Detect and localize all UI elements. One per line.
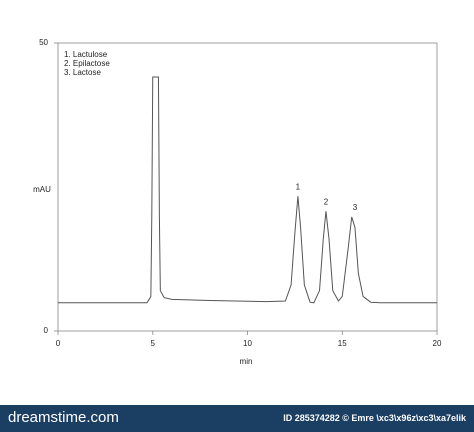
chromatogram-line [58, 76, 437, 304]
peak-label: 3 [353, 203, 358, 212]
x-axis-label: min [240, 357, 253, 366]
footer: dreamstime.com ID 285374282 © Emre \xc3\… [0, 405, 474, 432]
logo[interactable]: dreamstime.com [8, 409, 119, 426]
y-tick-label: 50 [39, 38, 48, 47]
x-tick-label: 20 [433, 339, 442, 348]
y-axis-label: mAU [33, 185, 51, 194]
legend-line: 1. Lactulose [64, 50, 108, 59]
legend-line: 3. Lactose [64, 68, 101, 77]
credit: ID 285374282 © Emre \xc3\x96z\xc3\xa7eli… [283, 413, 466, 423]
y-tick-label: 0 [44, 326, 49, 335]
x-tick-label: 10 [243, 339, 252, 348]
x-tick-label: 15 [338, 339, 347, 348]
peak-label: 1 [296, 182, 301, 191]
x-tick-label: 0 [56, 339, 61, 348]
plot-frame [57, 42, 438, 332]
x-tick-label: 5 [151, 339, 156, 348]
legend-line: 2. Epilactose [64, 59, 110, 68]
peak-label: 2 [324, 197, 329, 206]
